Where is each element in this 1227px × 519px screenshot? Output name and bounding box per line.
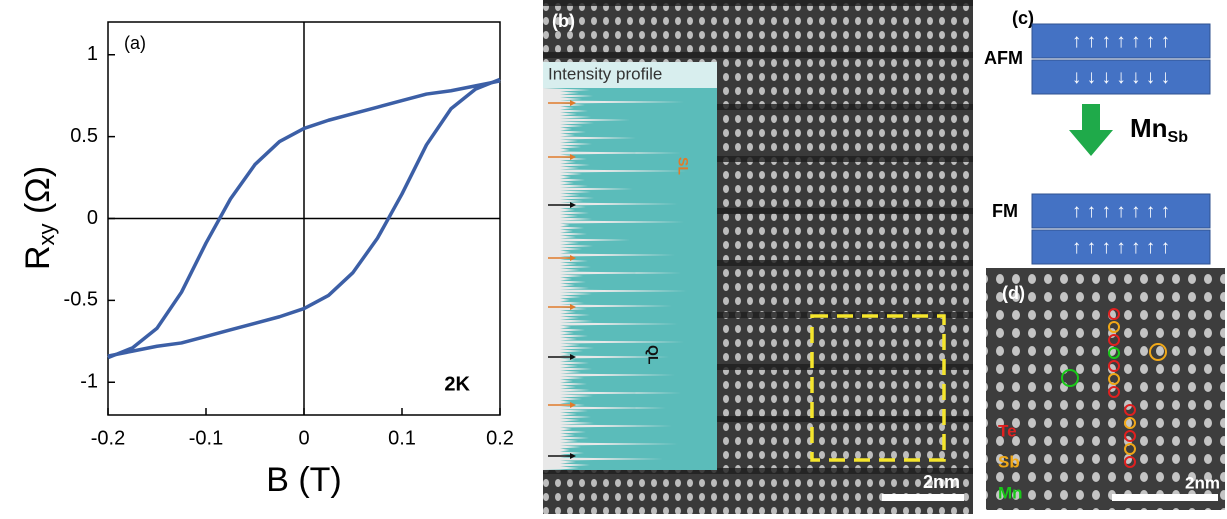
temperature-label: 2K xyxy=(444,373,470,395)
y-axis-label: Rxy (Ω) xyxy=(19,166,59,270)
scale-bar xyxy=(882,494,964,501)
y-tick-label: -0.5 xyxy=(64,289,98,311)
spin-arrows: ↑ ↑ ↑ ↑ ↑ ↑ ↑ xyxy=(1072,237,1170,258)
dopant-label: MnSb xyxy=(1130,113,1188,146)
inset-arrows xyxy=(548,100,576,459)
inset-title: Intensity profile xyxy=(548,64,662,83)
panel-label: (d) xyxy=(1002,283,1025,303)
y-tick-label: 1 xyxy=(87,43,98,65)
atom-markers xyxy=(1061,308,1167,468)
te-label: Te xyxy=(998,421,1017,440)
transition-arrow xyxy=(1069,104,1113,156)
spin-arrows: ↓ ↓ ↓ ↓ ↓ ↓ ↓ xyxy=(1072,67,1170,88)
y-tick-label: 0.5 xyxy=(70,125,98,147)
stem-image xyxy=(986,268,1225,510)
spin-layer xyxy=(1031,229,1211,265)
y-tick-label: 0 xyxy=(87,207,98,229)
sl-label: SL xyxy=(675,157,691,175)
profile-arrow-head xyxy=(570,402,576,408)
x-tick-label: 0 xyxy=(298,427,309,449)
spin-arrows: ↑ ↑ ↑ ↑ ↑ ↑ ↑ xyxy=(1072,201,1170,222)
x-tick-label: -0.1 xyxy=(189,427,223,449)
ql-label: QL xyxy=(645,345,661,365)
hysteresis-branch xyxy=(107,79,501,360)
x-tick-label: -0.2 xyxy=(91,427,125,449)
inset-background xyxy=(543,62,717,470)
y-label-main: R xyxy=(19,245,57,270)
mn-label: Mn xyxy=(998,483,1023,502)
sb-label: Sb xyxy=(998,452,1020,471)
profile-arrow-head xyxy=(570,453,576,459)
panel-b: Intensity profile SL QL (b) 2nm xyxy=(543,0,973,514)
spin-layer xyxy=(1031,193,1211,229)
scale-bar xyxy=(1112,494,1218,501)
panel-label: (b) xyxy=(552,11,575,31)
profile-arrow-head xyxy=(570,354,576,360)
dopant: Mn xyxy=(1130,113,1168,143)
inset-header xyxy=(543,62,717,88)
hysteresis-branch xyxy=(107,77,501,358)
fm-label: FM xyxy=(992,201,1018,221)
dopant-sub: Sb xyxy=(1168,129,1189,146)
y-label-unit: (Ω) xyxy=(19,166,57,224)
profile-arrow-head xyxy=(570,255,576,261)
spin-layer xyxy=(1031,59,1211,95)
y-label-sub: xy xyxy=(34,223,59,245)
spin-layer xyxy=(1031,23,1211,59)
x-tick-label: 0.2 xyxy=(486,427,514,449)
profile-arrow-head xyxy=(570,304,576,310)
y-tick-label: -1 xyxy=(80,371,98,393)
scale-label: 2nm xyxy=(923,472,960,492)
panel-c: (c) AFM ↑ ↑ ↑ ↑ ↑ ↑ ↑ ↓ ↓ ↓ ↓ ↓ ↓ ↓ MnSb… xyxy=(984,8,1211,265)
panel-d: (d) Te Sb Mn 2nm xyxy=(986,268,1225,510)
x-tick-label: 0.1 xyxy=(388,427,416,449)
panel-label: (c) xyxy=(1012,8,1034,28)
panel-a: (a) 2K B (T) Rxy (Ω) -0.2 -0.1 0 0.1 0.2 -1 -0… xyxy=(19,21,514,499)
profile-arrow-head xyxy=(570,154,576,160)
afm-label: AFM xyxy=(984,48,1023,68)
intensity-profile xyxy=(543,88,687,470)
profile-arrow-head xyxy=(570,202,576,208)
x-axis-label: B (T) xyxy=(266,461,342,499)
scale-label: 2nm xyxy=(1185,473,1220,492)
spin-arrows: ↑ ↑ ↑ ↑ ↑ ↑ ↑ xyxy=(1072,31,1170,52)
panel-label: (a) xyxy=(124,33,146,53)
highlight-box xyxy=(810,314,946,462)
profile-arrow-head xyxy=(570,100,576,106)
